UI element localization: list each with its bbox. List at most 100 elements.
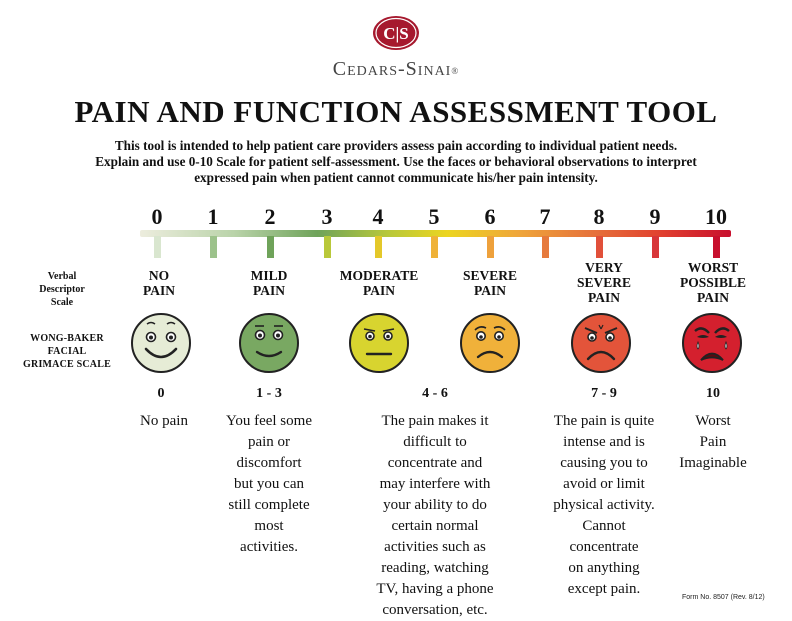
meaning-line: except pain. [567, 581, 641, 597]
meaning-line: certain normal [391, 518, 479, 534]
descriptor-moderate-pain: MODERATE PAIN [324, 268, 434, 298]
descriptor-line: PAIN [697, 290, 729, 305]
meaning-line: pain or [247, 434, 291, 450]
meaning-line: Cannot [582, 518, 626, 534]
smile-face-icon [239, 313, 299, 373]
descriptor-severe-pain: SEVERE PAIN [435, 268, 545, 298]
wong-baker-label: WONG-BAKER FACIAL GRIMACE SCALE [15, 332, 119, 371]
scale-number: 5 [428, 204, 440, 229]
descriptor-very-severe-pain: VERY SEVERE PAIN [549, 260, 659, 305]
label-line: GRIMACE SCALE [23, 359, 111, 370]
meaning-moderate-pain: The pain makes it difficult to concentra… [360, 411, 510, 621]
descriptor-worst-possible-pain: WORST POSSIBLE PAIN [658, 260, 768, 305]
meaning-line: your ability to do [383, 497, 487, 513]
crying-face-icon [682, 313, 742, 373]
range-label: 4 - 6 [422, 386, 448, 401]
descriptor-line: PAIN [474, 283, 506, 298]
meaning-line: physical activity. [553, 497, 655, 513]
scale-tick [430, 236, 438, 258]
descriptor-line: NO [148, 268, 170, 283]
meaning-worst-pain: Worst Pain Imaginable [668, 411, 758, 474]
scale-number: 9 [649, 204, 661, 229]
range-label: 10 [706, 386, 720, 401]
descriptor-line: SEVERE [576, 275, 632, 290]
verbal-descriptor-label: Verbal Descriptor Scale [20, 270, 104, 309]
meaning-line: on anything [568, 560, 640, 576]
form-number: Form No. 8507 (Rev. 8/12) [682, 594, 765, 601]
scale-number: 8 [593, 204, 605, 229]
label-line: FACIAL [47, 346, 87, 357]
meaning-line: Worst [695, 413, 731, 429]
descriptor-line: PAIN [363, 283, 395, 298]
meaning-line: reading, watching [381, 560, 489, 576]
label-line: Scale [50, 297, 74, 308]
descriptor-line: MODERATE [339, 268, 419, 283]
meaning-line: intense and is [563, 434, 645, 450]
meaning-line: You feel some [226, 413, 312, 429]
range-label: 7 - 9 [591, 386, 617, 401]
label-line: Verbal [47, 271, 77, 282]
descriptor-line: MILD [250, 268, 288, 283]
meaning-line: activities. [240, 539, 298, 555]
scale-number: 1 [207, 204, 219, 229]
range-label: 1 - 3 [256, 386, 282, 401]
meaning-line: but you can [234, 476, 304, 492]
meaning-line: TV, having a phone [376, 581, 494, 597]
scale-tick [209, 236, 217, 258]
descriptor-line: SEVERE [462, 268, 518, 283]
intro-text: This tool is intended to help patient ca… [20, 138, 772, 186]
scale-tick [486, 236, 494, 258]
grimace-face-icon [571, 313, 631, 373]
meaning-no-pain: No pain [122, 411, 206, 432]
meaning-line: difficult to [403, 434, 467, 450]
brand-text: Cedars-Sinai [332, 58, 452, 80]
meaning-line: may interfere with [379, 476, 491, 492]
intro-line: expressed pain when patient cannot commu… [194, 170, 598, 185]
scale-number: 7 [539, 204, 551, 229]
label-line: WONG-BAKER [30, 333, 104, 344]
scale-tick [712, 236, 720, 258]
scale-tick [541, 236, 549, 258]
brand-registered: ® [451, 66, 460, 76]
descriptor-line: WORST [687, 260, 739, 275]
descriptor-line: PAIN [253, 283, 285, 298]
scale-tick [595, 236, 603, 258]
meaning-line: The pain makes it [381, 413, 489, 429]
pain-scale-bar [140, 230, 731, 237]
descriptor-no-pain: NO PAIN [104, 268, 214, 298]
brand-name: Cedars-Sinai® [0, 58, 792, 81]
meaning-line: The pain is quite [553, 413, 655, 429]
scale-number: 2 [264, 204, 276, 229]
range-label: 0 [157, 386, 165, 401]
meaning-line: Pain [699, 434, 727, 450]
page-title: PAIN AND FUNCTION ASSESSMENT TOOL [74, 94, 718, 129]
scale-tick [651, 236, 659, 258]
scale-number: 0 [151, 204, 163, 229]
meaning-line: conversation, etc. [382, 602, 488, 618]
meaning-line: avoid or limit [563, 476, 645, 492]
meaning-line: causing you to [560, 455, 648, 471]
scale-tick [374, 236, 382, 258]
meaning-line: concentrate [569, 539, 639, 555]
descriptor-line: PAIN [588, 290, 620, 305]
intro-line: This tool is intended to help patient ca… [114, 138, 678, 153]
descriptor-line: POSSIBLE [679, 275, 747, 290]
scale-number: 4 [372, 204, 384, 229]
meaning-line: still complete [228, 497, 310, 513]
neutral-face-icon [349, 313, 409, 373]
meaning-very-severe-pain: The pain is quite intense and is causing… [538, 411, 670, 600]
scale-number: 10 [705, 204, 727, 229]
scale-tick [266, 236, 274, 258]
descriptor-line: PAIN [143, 283, 175, 298]
meaning-line: discomfort [236, 455, 302, 471]
scale-number: 6 [484, 204, 496, 229]
meaning-line: most [254, 518, 284, 534]
label-line: Descriptor [39, 284, 85, 295]
cedars-sinai-logo: C|S [373, 16, 419, 50]
scale-number: 3 [321, 204, 333, 229]
meaning-line: concentrate and [387, 455, 483, 471]
intro-line: Explain and use 0-10 Scale for patient s… [95, 154, 697, 169]
scale-tick [323, 236, 331, 258]
descriptor-line: VERY [585, 260, 623, 275]
meaning-line: No pain [140, 413, 188, 429]
